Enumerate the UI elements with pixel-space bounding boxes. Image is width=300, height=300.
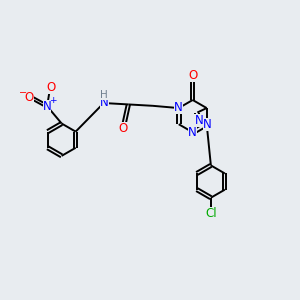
Text: N: N — [188, 126, 197, 140]
Text: +: + — [49, 96, 57, 105]
Text: O: O — [25, 91, 34, 104]
Text: O: O — [119, 122, 128, 135]
Text: −: − — [20, 88, 28, 98]
Text: O: O — [188, 69, 197, 82]
Text: N: N — [100, 96, 109, 109]
Text: Cl: Cl — [205, 207, 217, 220]
Text: N: N — [203, 118, 212, 131]
Text: O: O — [47, 81, 56, 94]
Text: N: N — [174, 101, 183, 114]
Text: N: N — [43, 100, 52, 113]
Text: N: N — [194, 114, 203, 127]
Text: H: H — [100, 90, 108, 100]
